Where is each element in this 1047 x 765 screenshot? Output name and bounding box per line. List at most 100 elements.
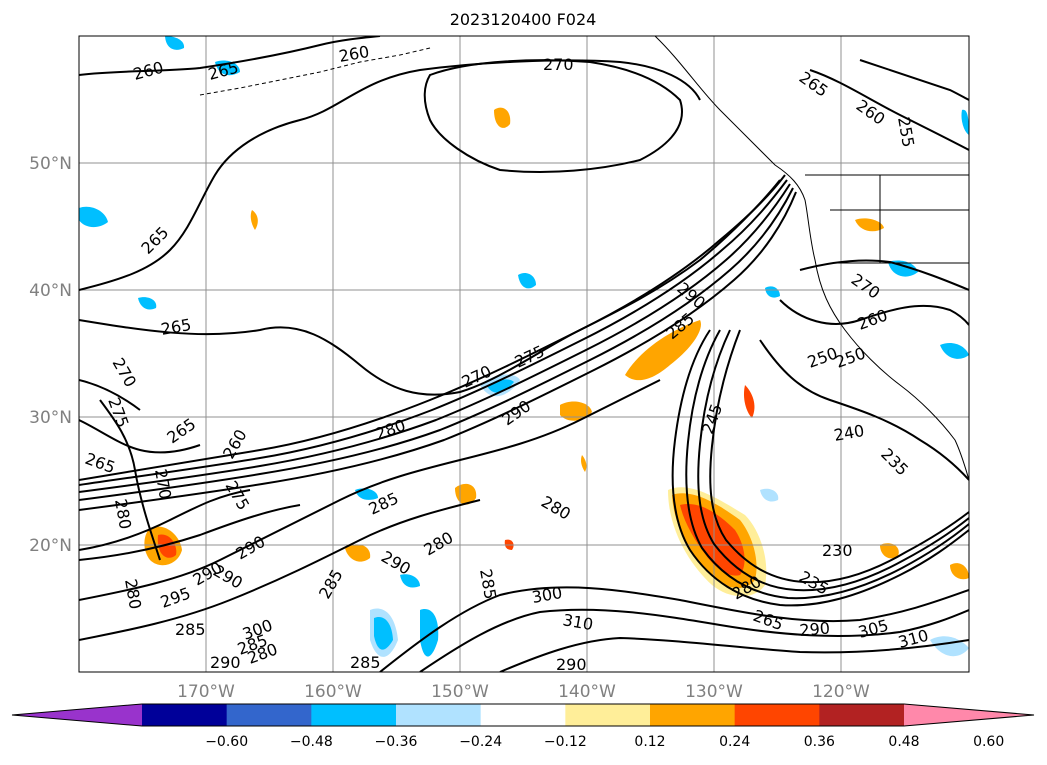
negative-shading-patch (961, 109, 969, 135)
lat-label-40n: 40°N (29, 281, 72, 301)
contour-label: 230 (822, 541, 853, 560)
graticule (79, 36, 969, 672)
positive-shading-patch (250, 210, 258, 230)
colorbar: −0.60 −0.48 −0.36 −0.24 −0.12 0.12 0.24 0.36 0.4… (11, 703, 1035, 750)
colorbar-tick-label: 0.60 (973, 734, 1004, 750)
contour-line (671, 329, 969, 607)
aleutian-islands (199, 47, 431, 96)
lon-label-130w: 130°W (685, 682, 743, 702)
positive-shading-patch (625, 320, 701, 381)
negative-shading-patch (400, 574, 420, 588)
contour-line (779, 299, 969, 326)
negative-shading-patch (760, 488, 779, 502)
positive-shading-patch (157, 534, 177, 558)
negative-shading-patch (374, 616, 393, 650)
contour-line (799, 259, 969, 291)
negative-shading-patch (940, 343, 969, 359)
contour-line (79, 174, 786, 481)
contour-line (79, 179, 788, 486)
colorbar-bin (311, 704, 397, 726)
lon-label-160w: 160°W (304, 682, 362, 702)
contour-line (79, 36, 381, 76)
colorbar-extend-low (12, 704, 142, 726)
lon-label-140w: 140°W (558, 682, 616, 702)
positive-shading-patch (560, 401, 592, 421)
colorbar-extend-high (904, 704, 1034, 726)
positive-shading-patch (345, 544, 371, 562)
contour-label: 270 (543, 55, 574, 74)
positive-shading-patch (743, 385, 755, 418)
contour-line (79, 499, 481, 641)
colorbar-bin (650, 704, 736, 726)
lon-label-120w: 120°W (812, 682, 870, 702)
negative-shading-patch (518, 273, 536, 289)
colorbar-tick-label: 0.24 (719, 734, 750, 750)
contour-line (419, 608, 969, 672)
negative-shading-patch (420, 609, 439, 657)
contour-line (79, 379, 141, 411)
contour-label: 290 (210, 653, 241, 672)
north-america-coast (654, 36, 969, 481)
lat-label-20n: 20°N (29, 536, 72, 556)
negative-shading-patch (138, 297, 157, 310)
positive-shading-patch (581, 455, 587, 472)
colorbar-bin (565, 704, 651, 726)
colorbar-tick-label: 0.12 (634, 734, 665, 750)
colorbar-tick-label: −0.12 (544, 734, 587, 750)
contour-line (759, 339, 969, 481)
contour-label: 290 (556, 655, 587, 674)
contour-line (697, 329, 969, 592)
contour-line (499, 636, 969, 672)
contour-line (79, 191, 797, 511)
map-area: 260 265 260 270 265 260 255 265 265 270 … (79, 36, 969, 674)
colorbar-bin (819, 704, 905, 726)
colorbar-outline (11, 703, 1035, 727)
coastline (199, 36, 969, 481)
contour-line (79, 179, 781, 396)
colorbar-bin (396, 704, 482, 726)
colorbar-bin (142, 704, 228, 726)
map-title: 2023120400 F024 (450, 10, 597, 29)
colorbar-tick-label: −0.24 (459, 734, 502, 750)
negative-shading-patch (765, 286, 780, 298)
colorbar-bin (226, 704, 312, 726)
lon-label-170w: 170°W (177, 682, 235, 702)
contour-line (859, 59, 969, 101)
contour-line (79, 59, 701, 291)
contour-line (79, 504, 301, 561)
colorbar-bin (480, 704, 566, 726)
contour-line (685, 329, 969, 600)
colorbar-tick-label: −0.48 (290, 734, 333, 750)
contour-line (709, 329, 969, 584)
colorbar-tick-label: 0.36 (804, 734, 835, 750)
contour-line (99, 399, 161, 561)
contour-line (423, 59, 683, 173)
contour-line (809, 69, 969, 151)
contour-line (379, 586, 969, 672)
contour-line (79, 183, 791, 493)
contour-line (79, 187, 794, 501)
colorbar-tick-label: −0.36 (375, 734, 418, 750)
positive-shading-patch (855, 218, 884, 232)
negative-shading-patch (79, 206, 108, 228)
contour-label: 290 (799, 618, 831, 640)
negative-shading-patch (165, 36, 185, 50)
lat-label-50n: 50°N (29, 154, 72, 174)
positive-shading-patch (950, 563, 969, 580)
colorbar-tick-label: 0.48 (888, 734, 919, 750)
longitude-labels: 170°W 160°W 150°W 140°W 130°W 120°W (177, 682, 870, 702)
contour-label: 285 (350, 653, 381, 672)
positive-shading-patch (880, 543, 899, 559)
contour-line (79, 379, 661, 601)
map-frame (78, 35, 970, 673)
colorbar-bin (734, 704, 820, 726)
colorbar-tick-label: −0.60 (205, 734, 248, 750)
lon-label-150w: 150°W (431, 682, 489, 702)
lat-label-30n: 30°N (29, 408, 72, 428)
latitude-labels: 50°N 40°N 30°N 20°N (29, 154, 72, 556)
contour-line (79, 489, 251, 551)
contour-label: 285 (175, 620, 206, 639)
contour-line (79, 419, 201, 454)
positive-shading-patch (494, 107, 511, 128)
